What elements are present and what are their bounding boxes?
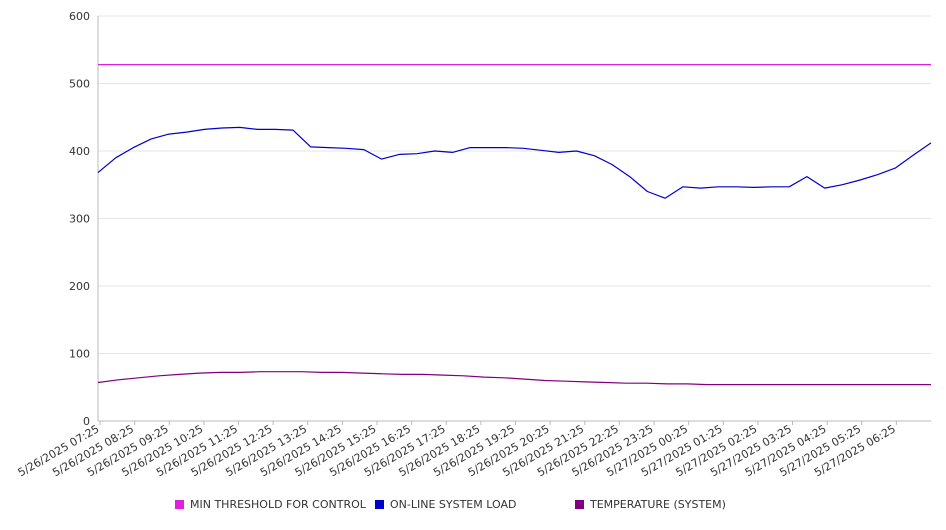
legend-label-online-system-load: ON-LINE SYSTEM LOAD [390, 498, 517, 511]
y-tick-label: 500 [69, 78, 90, 91]
axes [97, 16, 931, 425]
legend-label-temperature: TEMPERATURE (SYSTEM) [590, 498, 726, 511]
legend-swatch-min-threshold [175, 500, 184, 509]
legend-item-online-system-load[interactable]: ON-LINE SYSTEM LOAD [375, 498, 516, 511]
legend-swatch-online-system-load [375, 500, 384, 509]
series-line-temperature-system [97, 371, 931, 386]
legend-label-min-threshold: MIN THRESHOLD FOR CONTROL [190, 498, 366, 511]
y-tick-label: 200 [69, 280, 90, 293]
series-line-on-line-system-load [97, 126, 932, 199]
legend-swatch-temperature [575, 500, 584, 509]
legend-item-temperature[interactable]: TEMPERATURE (SYSTEM) [575, 498, 726, 511]
legend: MIN THRESHOLD FOR CONTROL ON-LINE SYSTEM… [0, 498, 946, 514]
y-tick-label: 300 [69, 213, 90, 226]
y-tick-label: 600 [69, 10, 90, 23]
y-tick-label: 100 [69, 348, 90, 361]
x-tick-labels: 5/26/2025 07:255/26/2025 08:255/26/2025 … [16, 422, 898, 479]
series-lines [97, 63, 932, 386]
y-tick-label: 0 [83, 415, 90, 428]
y-tick-labels: 0 100 200 300 400 500 600 [69, 10, 90, 428]
y-tick-label: 400 [69, 145, 90, 158]
legend-item-min-threshold[interactable]: MIN THRESHOLD FOR CONTROL [175, 498, 366, 511]
gridlines [98, 15, 931, 354]
